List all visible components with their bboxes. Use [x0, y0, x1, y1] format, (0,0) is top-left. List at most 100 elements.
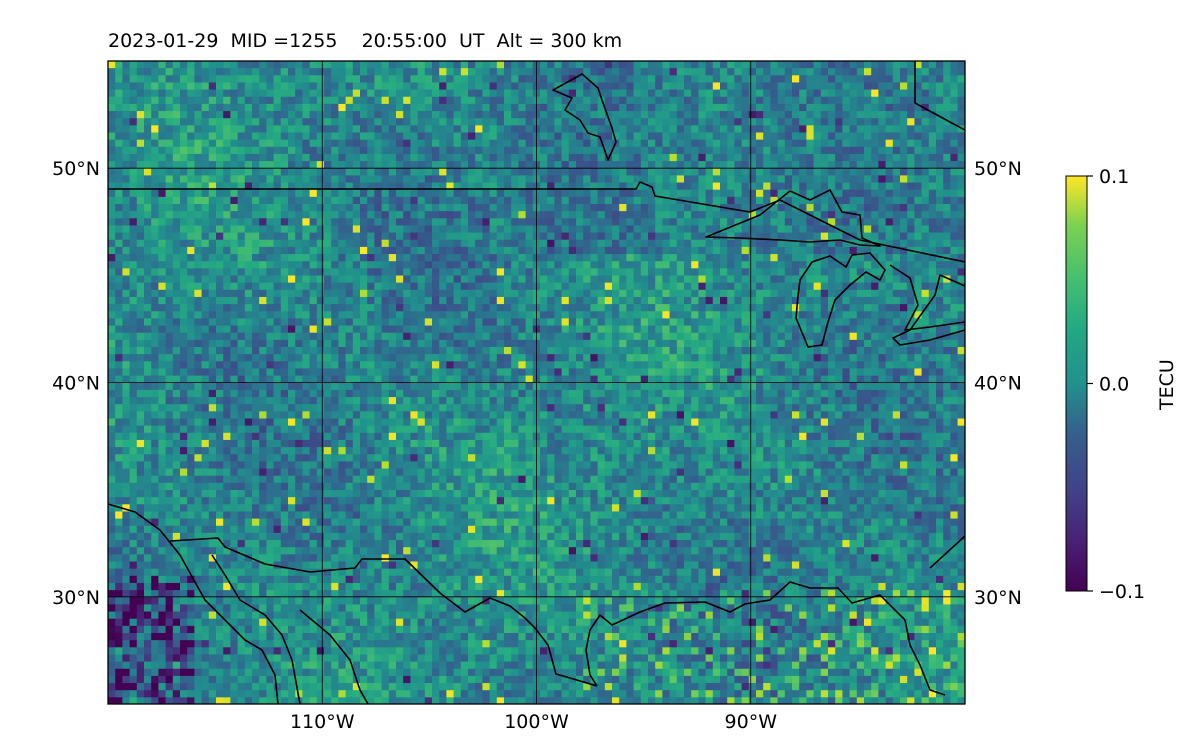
tec-cell	[835, 125, 843, 134]
tec-cell	[943, 89, 951, 98]
tec-cell	[568, 246, 577, 255]
tec-cell	[763, 275, 771, 284]
tec-cell	[943, 275, 951, 284]
tec-cell	[820, 103, 829, 112]
tec-cell	[871, 275, 879, 284]
tec-cell	[144, 175, 152, 184]
tec-cell	[820, 339, 829, 348]
tec-cell	[648, 189, 656, 198]
tec-cell	[158, 311, 167, 319]
tec-cell	[388, 96, 397, 105]
tec-cell	[763, 211, 771, 219]
tec-cell	[388, 125, 397, 134]
tec-cell	[842, 82, 851, 91]
tec-cell	[230, 246, 239, 255]
tec-cell	[331, 296, 339, 305]
tec-cell	[172, 125, 181, 134]
tec-cell	[424, 189, 433, 198]
tec-cell	[345, 189, 354, 198]
tec-cell	[619, 75, 627, 84]
tec-cell	[417, 111, 426, 119]
tec-cell	[856, 68, 865, 76]
tec-cell	[237, 254, 246, 262]
tec-cell	[669, 339, 678, 348]
tec-cell	[849, 246, 858, 255]
tec-cell	[338, 139, 347, 148]
tec-cell	[266, 196, 275, 205]
tec-cell	[907, 332, 915, 341]
tec-cell	[504, 61, 512, 69]
tec-cell	[439, 61, 447, 69]
tec-cell	[705, 182, 714, 191]
tec-cell	[208, 325, 217, 334]
tec-cell	[554, 218, 563, 227]
tec-cell	[158, 189, 167, 198]
tec-cell	[180, 125, 188, 134]
tec-cell	[928, 325, 937, 334]
tec-cell	[691, 61, 699, 69]
tec-cell	[108, 225, 116, 234]
tec-cell	[871, 246, 879, 255]
tec-cell	[676, 189, 685, 198]
tec-cell	[612, 246, 620, 255]
tec-cell	[777, 75, 786, 84]
tec-cell	[439, 75, 447, 84]
tec-cell	[266, 96, 275, 105]
tec-cell	[597, 211, 606, 219]
tec-cell	[885, 225, 894, 234]
tec-cell	[943, 68, 951, 76]
tec-cell	[655, 268, 663, 277]
tec-cell	[892, 68, 901, 76]
tec-cell	[122, 261, 131, 269]
tec-cell	[612, 239, 620, 248]
tec-cell	[158, 339, 167, 348]
tec-cell	[252, 289, 260, 298]
tec-cell	[698, 132, 707, 141]
tec-cell	[705, 75, 714, 84]
tec-cell	[129, 339, 138, 348]
tec-cell	[129, 311, 138, 319]
tec-cell	[748, 296, 757, 305]
tec-cell	[568, 161, 577, 169]
tec-cell	[799, 168, 807, 176]
tec-cell	[331, 239, 339, 248]
tec-cell	[525, 311, 534, 319]
tec-cell	[360, 103, 368, 112]
tec-cell	[396, 82, 404, 91]
tec-cell	[741, 282, 750, 291]
tec-cell	[244, 246, 253, 255]
tec-cell	[295, 175, 303, 184]
tec-cell	[684, 175, 692, 184]
tec-cell	[957, 89, 965, 98]
tec-cell	[403, 111, 411, 119]
tec-cell	[741, 125, 750, 134]
tec-cell	[547, 204, 555, 212]
tec-cell	[619, 347, 627, 355]
tec-cell	[345, 161, 354, 169]
tec-cell	[691, 254, 699, 262]
tec-cell	[691, 96, 699, 105]
tec-cell	[612, 275, 620, 284]
tec-cell	[439, 339, 447, 348]
tec-cell	[583, 332, 591, 341]
tec-cell	[489, 139, 498, 148]
tec-cell	[115, 111, 123, 119]
tec-cell	[446, 275, 455, 284]
tec-cell	[489, 325, 498, 334]
tec-cell	[756, 125, 764, 134]
tec-cell	[568, 275, 577, 284]
tec-cell	[374, 61, 383, 69]
tec-cell	[259, 211, 267, 219]
tec-cell	[424, 296, 433, 305]
tec-cell	[374, 268, 383, 277]
tec-cell	[381, 96, 390, 105]
tec-cell	[201, 132, 210, 141]
tec-cell	[676, 146, 685, 155]
tec-cell	[237, 211, 246, 219]
tec-cell	[950, 225, 959, 234]
tec-cell	[705, 161, 714, 169]
tec-cell	[799, 325, 807, 334]
tec-cell	[705, 332, 714, 341]
tec-cell	[943, 347, 951, 355]
tec-cell	[468, 225, 476, 234]
